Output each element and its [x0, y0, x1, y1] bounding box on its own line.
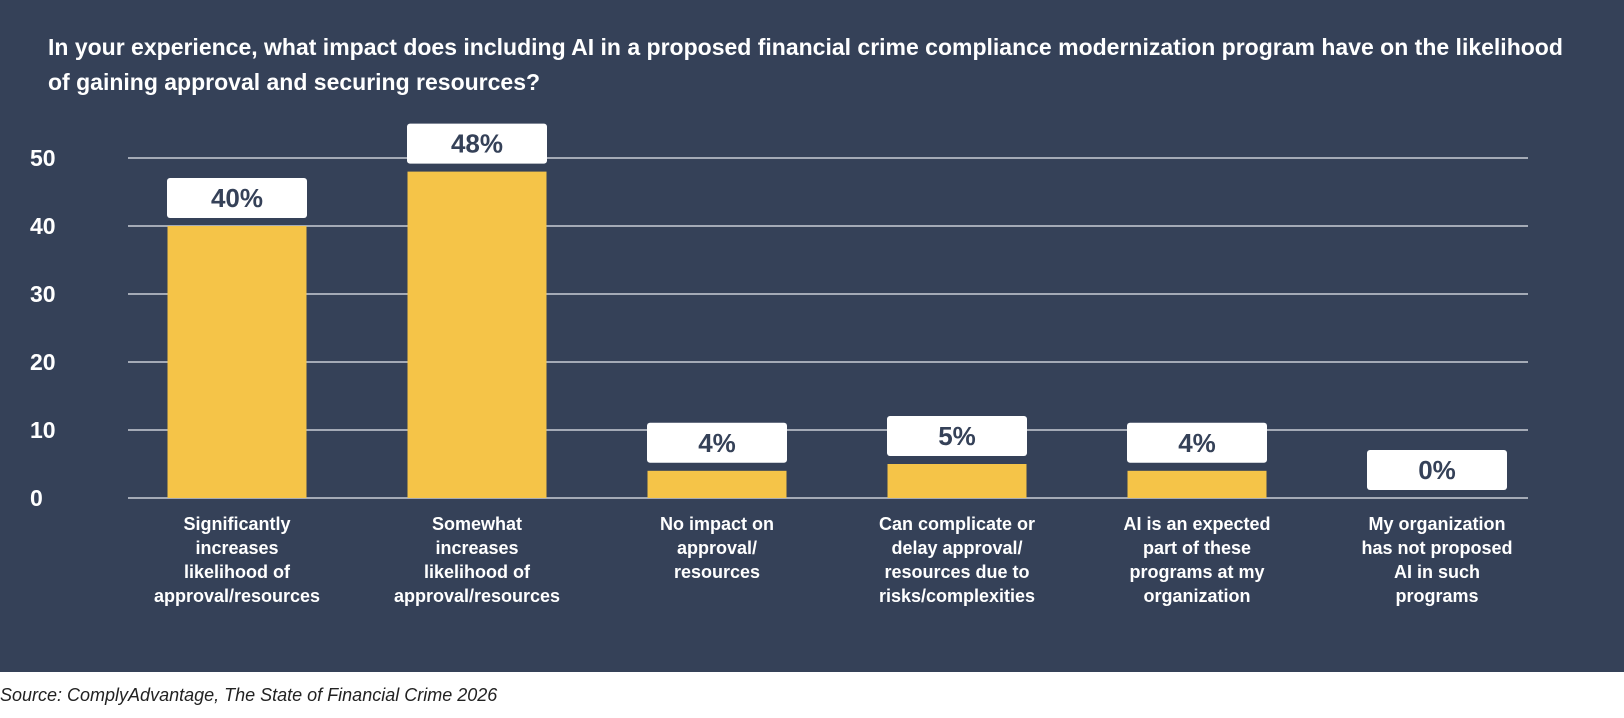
y-tick-label: 30	[30, 281, 56, 307]
data-label: 48%	[451, 129, 503, 159]
x-tick-label: AI is an expected	[1123, 514, 1270, 534]
x-tick-label: Somewhat	[432, 514, 522, 534]
x-tick-label: risks/complexities	[879, 586, 1035, 606]
y-tick-label: 0	[30, 485, 43, 511]
data-label-box	[167, 178, 307, 218]
y-tick-label: 10	[30, 417, 56, 443]
bar	[887, 464, 1027, 498]
data-label: 4%	[1178, 428, 1216, 458]
x-tick-label: No impact on	[660, 514, 774, 534]
x-tick-label: resources due to	[884, 562, 1029, 582]
data-label: 4%	[698, 428, 736, 458]
x-tick-label: approval/resources	[154, 586, 320, 606]
x-tick-label: Can complicate or	[879, 514, 1035, 534]
data-label-box	[1367, 450, 1507, 490]
bar	[167, 226, 307, 498]
x-tick-label: My organization	[1368, 514, 1505, 534]
x-tick-label: approval/resources	[394, 586, 560, 606]
x-tick-label: increases	[435, 538, 518, 558]
x-tick-label: part of these	[1143, 538, 1251, 558]
x-tick-label: AI in such	[1394, 562, 1480, 582]
chart-title: In your experience, what impact does inc…	[48, 34, 1563, 95]
x-tick-label: Significantly	[183, 514, 290, 534]
x-tick-label: programs	[1395, 586, 1478, 606]
y-tick-label: 50	[30, 145, 56, 171]
bar	[1127, 470, 1267, 498]
x-tick-label: organization	[1144, 586, 1251, 606]
bar-chart: 0 10 20 30 40 50 40% Significantly increases like…	[30, 123, 1528, 606]
data-label: 0%	[1418, 455, 1456, 485]
x-tick-label: has not proposed	[1361, 538, 1512, 558]
data-label-box	[407, 123, 547, 164]
bar	[647, 470, 787, 498]
x-tick-label: approval/	[677, 538, 757, 558]
x-tick-label: likelihood of	[184, 562, 291, 582]
source-caption: Source: ComplyAdvantage, The State of Fi…	[0, 685, 498, 705]
x-tick-label: delay approval/	[891, 538, 1022, 558]
data-label: 5%	[938, 421, 976, 451]
y-tick-label: 40	[30, 213, 56, 239]
data-label-box	[1127, 422, 1267, 463]
x-tick-label: programs at my	[1129, 562, 1264, 582]
y-tick-label: 20	[30, 349, 56, 375]
x-tick-label: likelihood of	[424, 562, 531, 582]
data-label: 40%	[211, 183, 263, 213]
bar	[407, 171, 547, 498]
x-tick-label: increases	[195, 538, 278, 558]
x-tick-label: resources	[674, 562, 760, 582]
data-label-box	[887, 416, 1027, 456]
data-label-box	[647, 422, 787, 463]
